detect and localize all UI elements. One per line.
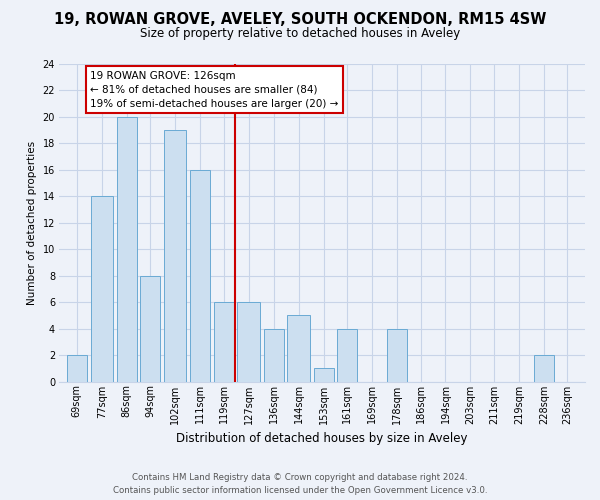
Bar xyxy=(117,117,137,382)
Text: 19, ROWAN GROVE, AVELEY, SOUTH OCKENDON, RM15 4SW: 19, ROWAN GROVE, AVELEY, SOUTH OCKENDON,… xyxy=(54,12,546,28)
Text: 19 ROWAN GROVE: 126sqm
← 81% of detached houses are smaller (84)
19% of semi-det: 19 ROWAN GROVE: 126sqm ← 81% of detached… xyxy=(90,70,338,108)
Bar xyxy=(238,302,260,382)
Bar xyxy=(214,302,233,382)
Text: Contains HM Land Registry data © Crown copyright and database right 2024.
Contai: Contains HM Land Registry data © Crown c… xyxy=(113,474,487,495)
Bar xyxy=(164,130,187,382)
Bar xyxy=(91,196,113,382)
Bar xyxy=(387,328,407,382)
Bar xyxy=(287,316,310,382)
Text: Size of property relative to detached houses in Aveley: Size of property relative to detached ho… xyxy=(140,28,460,40)
Bar xyxy=(190,170,210,382)
Bar xyxy=(263,328,284,382)
Bar xyxy=(534,355,554,382)
Bar xyxy=(140,276,160,382)
X-axis label: Distribution of detached houses by size in Aveley: Distribution of detached houses by size … xyxy=(176,432,468,445)
Bar xyxy=(314,368,334,382)
Y-axis label: Number of detached properties: Number of detached properties xyxy=(27,140,37,305)
Bar xyxy=(67,355,87,382)
Bar xyxy=(337,328,357,382)
